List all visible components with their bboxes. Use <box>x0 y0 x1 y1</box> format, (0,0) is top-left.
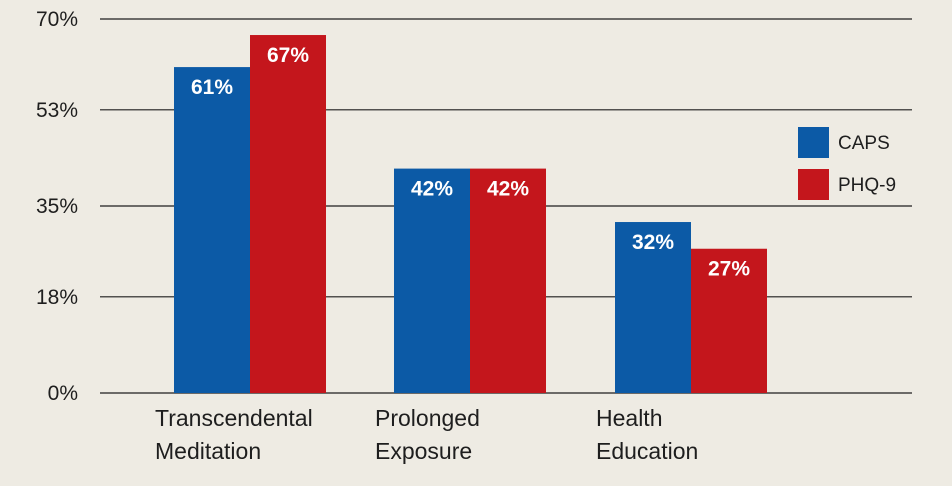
legend-swatch <box>798 127 829 158</box>
bar-phq-9 <box>470 168 546 393</box>
x-category-label: Exposure <box>375 438 472 464</box>
x-category-label: Meditation <box>155 438 261 464</box>
bar-phq-9 <box>250 35 326 394</box>
data-label: 32% <box>632 231 674 254</box>
y-tick-label: 35% <box>36 195 78 218</box>
y-tick-label: 18% <box>36 286 78 309</box>
bar-caps <box>174 67 250 393</box>
x-category-label: Prolonged <box>375 405 480 431</box>
data-label: 67% <box>267 44 309 67</box>
bar-caps <box>615 222 691 393</box>
data-label: 61% <box>191 76 233 99</box>
legend-label: PHQ-9 <box>838 175 896 196</box>
y-tick-label: 70% <box>36 8 78 31</box>
y-tick-label: 0% <box>48 382 78 405</box>
legend-swatch <box>798 169 829 200</box>
bar-caps <box>394 168 470 393</box>
bar-phq-9 <box>691 248 767 393</box>
x-category-label: Education <box>596 438 698 464</box>
data-label: 42% <box>411 178 453 201</box>
x-category-label: Transcendental <box>155 405 313 431</box>
data-label: 42% <box>487 178 529 201</box>
data-label: 27% <box>708 258 750 281</box>
y-tick-label: 53% <box>36 99 78 122</box>
x-category-label: Health <box>596 405 662 431</box>
legend-label: CAPS <box>838 133 890 154</box>
